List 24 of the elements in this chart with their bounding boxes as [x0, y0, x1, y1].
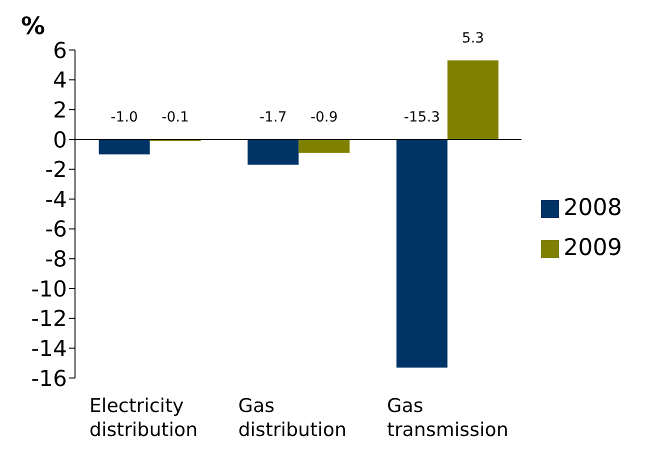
y-tick-label: 6	[53, 38, 67, 64]
y-tick-label: 2	[53, 98, 67, 124]
x-tick-label: Gas distribution	[238, 395, 347, 441]
y-tick-label: -10	[31, 277, 67, 302]
data-label: -15.3	[404, 109, 440, 126]
x-tick-label: Gas transmission	[387, 395, 508, 441]
y-tick-label: -4	[45, 188, 67, 213]
legend-label: 2009	[563, 235, 622, 261]
y-tick-label: -6	[45, 218, 67, 243]
y-tick-label: -12	[31, 307, 67, 332]
data-label: -1.7	[259, 109, 287, 126]
data-label: -1.0	[110, 109, 138, 126]
data-label: 5.3	[462, 30, 484, 46]
x-tick-label: Electricity distribution	[89, 395, 198, 441]
y-tick-label: -14	[31, 336, 67, 362]
y-tick-label: -8	[45, 248, 67, 273]
data-label: -0.1	[162, 109, 189, 126]
legend-label: 2008	[563, 195, 622, 221]
data-label: -0.9	[310, 109, 338, 126]
y-tick-label: 4	[53, 68, 67, 94]
y-tick-label: -16	[31, 366, 67, 392]
y-axis-title: %	[20, 12, 46, 40]
y-tick-label: 0	[53, 128, 67, 154]
y-tick-label: -2	[45, 158, 67, 184]
